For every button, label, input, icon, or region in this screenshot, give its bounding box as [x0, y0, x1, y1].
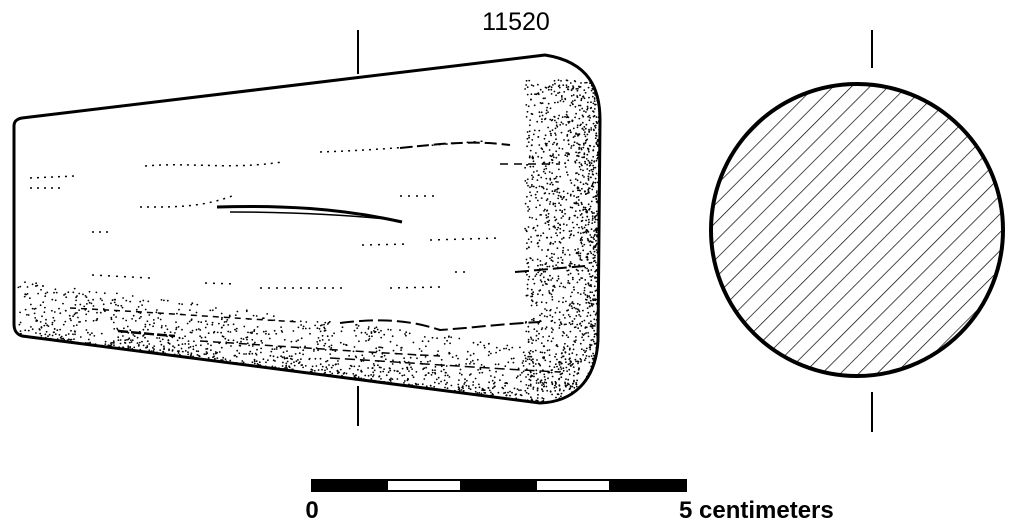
scale-segment-3 — [461, 480, 536, 491]
tool-outline — [12, 53, 602, 405]
cross-section — [709, 82, 1005, 378]
scale-segment-2 — [386, 479, 462, 492]
scale-frame — [311, 479, 687, 492]
tool-side-view — [12, 53, 602, 405]
object-number: 11520 — [482, 8, 550, 36]
scale-segment-4 — [535, 479, 611, 492]
scale-start-label: 0 — [305, 497, 318, 524]
scale-segment-5 — [610, 480, 686, 491]
scale-end-label: 5 centimeters — [679, 497, 834, 524]
scale-segment-1 — [312, 480, 387, 491]
scale-bar — [311, 479, 687, 492]
surface-stippling — [17, 79, 600, 403]
